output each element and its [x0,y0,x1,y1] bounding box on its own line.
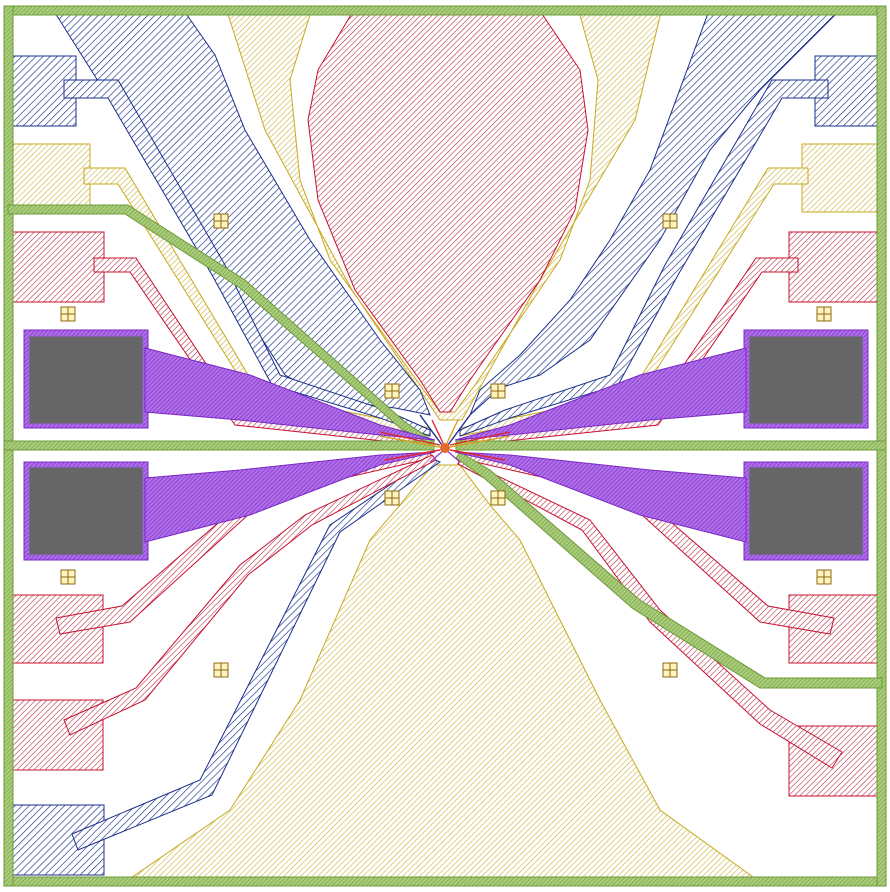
left-bottom-blue-pad [7,804,105,876]
frame-top [3,5,887,16]
left-bottom-blue-trace [71,457,442,851]
green-diagonal-lower [455,451,883,689]
alignment-markers [60,213,832,678]
bond-pad-lr [748,466,864,556]
alignment-marker [490,490,506,506]
bond-pad-ul [28,335,144,425]
alignment-marker [60,306,76,322]
alignment-marker [816,569,832,585]
bond-pad-layer [28,335,864,556]
alignment-marker [384,490,400,506]
alignment-marker [384,383,400,399]
left-red-pad-1 [7,231,105,303]
alignment-marker [490,383,506,399]
right-yellow-pad [801,143,883,213]
left-top-blue-trace [63,79,431,437]
blue-metal-layer [7,7,884,876]
alignment-marker [662,662,678,678]
bond-pad-ur [748,335,864,425]
alignment-marker [213,213,229,229]
center-junction [440,443,450,453]
right-top-blue-trace [459,79,829,437]
gate-lead-ll [144,451,436,543]
center-fine-lines [379,414,511,463]
frame-bottom [3,876,887,887]
top-red-gate-lead [307,7,589,413]
left-red-trace-3 [63,454,437,736]
gate-lead-lr [454,451,747,543]
right-red-pad-1 [788,231,884,303]
bond-pad-ll [28,466,144,556]
left-yellow-pad [7,143,91,211]
alignment-marker [816,306,832,322]
frame-middle-left [3,440,435,451]
top-yellow-lead [225,7,663,421]
alignment-marker [213,662,229,678]
green-diagonal-upper [7,204,433,445]
alignment-marker [662,213,678,229]
frame-middle-right [455,440,887,451]
alignment-marker [60,569,76,585]
green-frame-layer [3,5,887,887]
